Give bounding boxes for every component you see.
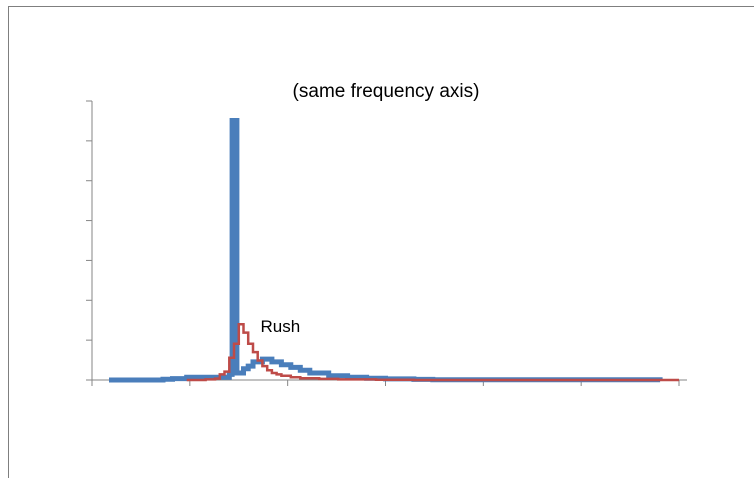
series-line-1 [109,118,663,383]
series-line-2 [186,322,679,382]
chart-frame: (same frequency axis) Rush [8,6,754,478]
series-layer [109,118,679,383]
axes-layer [86,100,687,386]
chart-title: (same frequency axis) [293,81,480,102]
annotation-layer: Rush [261,317,301,336]
annotation-label: Rush [261,317,301,336]
chart-svg: (same frequency axis) Rush [86,81,687,386]
